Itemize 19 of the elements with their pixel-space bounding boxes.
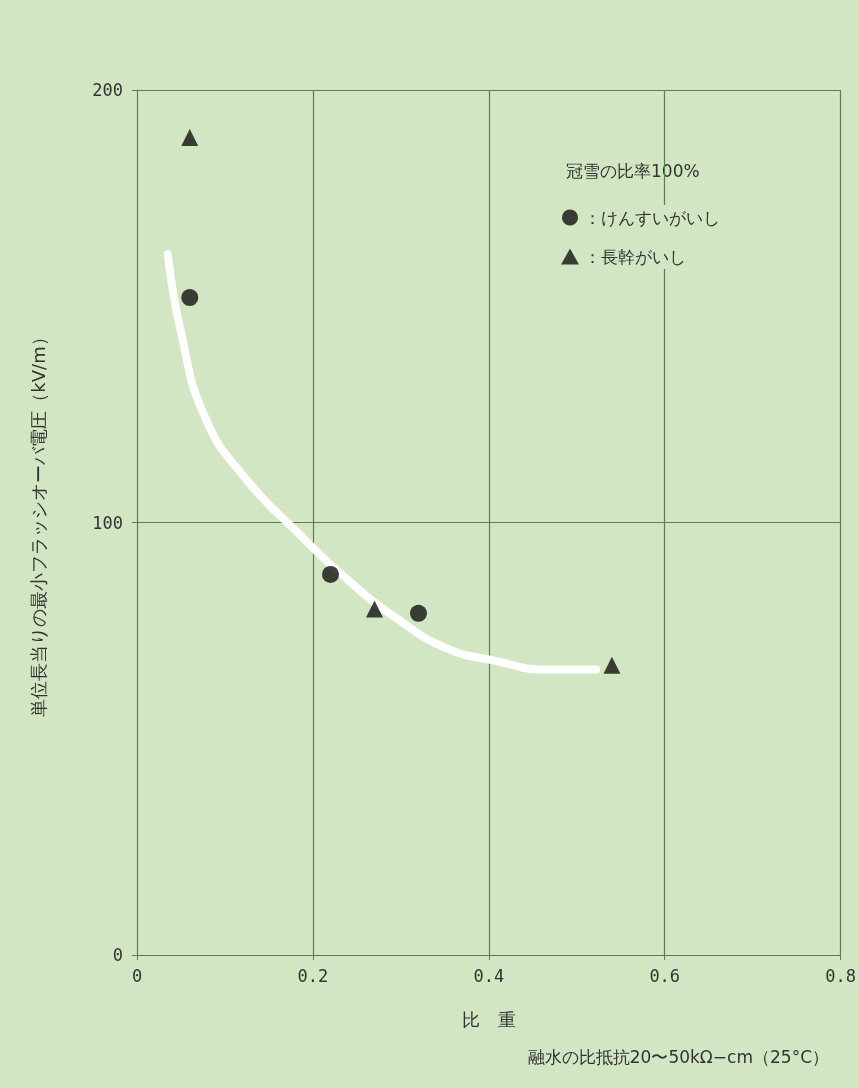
point (409, 604, 427, 622)
y-tick-label: 200 (92, 80, 123, 100)
point (181, 129, 199, 147)
text: 融水の比抵抗20〜50kΩ−cm（25°C） (527, 1046, 830, 1067)
y-tick-label: 100 (92, 512, 123, 533)
x-axis-title: 比 重 (461, 1008, 516, 1030)
point (603, 656, 621, 674)
y-tick-label: 0 (112, 945, 123, 965)
x-tick-label: 0 (131, 965, 143, 986)
x-tick-label: 0.6 (649, 965, 681, 986)
point (181, 289, 199, 307)
y-axis-title: 単位長当りの最小フラッシオーバ電圧（kV/m） (27, 328, 49, 717)
point (365, 600, 383, 618)
x-tick-label: 0.2 (297, 965, 329, 986)
legend-label: ：けんすいがいし (584, 207, 720, 228)
legend-label: ：長幹がいし (584, 246, 686, 267)
point (322, 565, 339, 583)
x-tick-label: 0.8 (825, 965, 857, 986)
x-tick-label: 0.4 (473, 965, 505, 986)
